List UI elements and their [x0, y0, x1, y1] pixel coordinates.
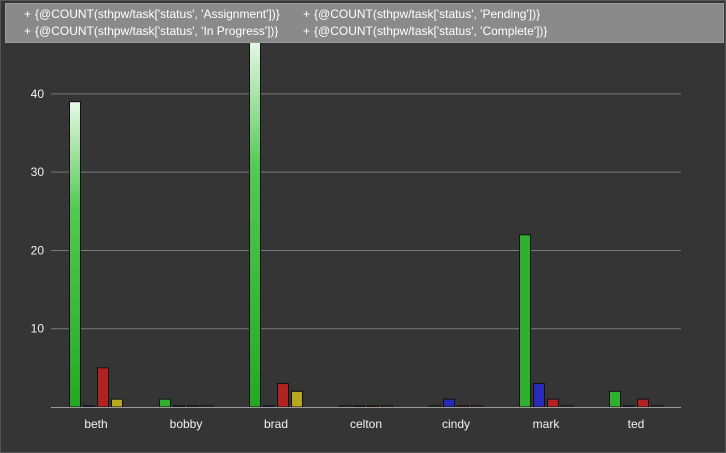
grid-layer — [51, 93, 681, 330]
bar-mark-s3 — [561, 405, 573, 408]
legend-label-in-progress: {@COUNT(sthpw/task['status', 'In Progres… — [35, 24, 279, 38]
bar-bobby-s3 — [201, 405, 213, 408]
legend-item-complete[interactable]: + {@COUNT(sthpw/task['status', 'Complete'… — [303, 24, 547, 38]
bar-cindy-s0 — [429, 405, 441, 408]
axis-layer: 10 20 30 40 beth bobby brad celton cindy mark ted — [31, 87, 681, 431]
bar-ted-s3 — [651, 405, 663, 408]
bar-ted-s0 — [609, 390, 621, 408]
legend-item-in-progress[interactable]: + {@COUNT(sthpw/task['status', 'In Progre… — [24, 24, 278, 38]
y-tick-label: 20 — [31, 243, 45, 257]
legend-label-complete: {@COUNT(sthpw/task['status', 'Complete']… — [314, 24, 548, 38]
legend-plus-icon: + — [24, 24, 32, 38]
legend-item-pending[interactable]: + {@COUNT(sthpw/task['status', 'Pending']… — [303, 7, 540, 21]
bar-brad-s2 — [277, 383, 289, 408]
legend-label-assignment: {@COUNT(sthpw/task['status', 'Assignment… — [35, 7, 280, 21]
x-tick-label: ted — [628, 417, 645, 431]
bar-beth-s2 — [97, 367, 109, 408]
x-tick-label: celton — [350, 417, 382, 431]
bar-mark-s2 — [547, 398, 559, 408]
bar-beth-s1 — [83, 405, 95, 408]
bar-bobby-s1 — [173, 405, 185, 408]
bar-bobby-s2 — [187, 405, 199, 408]
bar-beth-s0 — [69, 101, 81, 408]
x-tick-label: mark — [533, 417, 561, 431]
y-tick-label: 30 — [31, 165, 45, 179]
legend-plus-icon: + — [303, 24, 311, 38]
bar-mark-s0 — [519, 234, 531, 408]
bar-brad-s0 — [249, 38, 261, 408]
legend-plus-icon: + — [24, 7, 32, 21]
x-tick-label: bobby — [170, 417, 203, 431]
bar-cindy-s3 — [471, 405, 483, 408]
legend-item-assignment[interactable]: + {@COUNT(sthpw/task['status', 'Assignmen… — [24, 7, 280, 21]
x-tick-label: brad — [264, 417, 288, 431]
bar-beth-s3 — [111, 398, 123, 408]
bar-mark-s1 — [533, 383, 545, 408]
bar-bobby-s0 — [159, 398, 171, 408]
bar-cindy-s2 — [457, 405, 469, 408]
bar-celton-s3 — [381, 405, 393, 408]
bar-cindy-s1 — [443, 398, 455, 408]
bar-celton-s0 — [339, 405, 351, 408]
x-tick-label: cindy — [442, 417, 470, 431]
bar-ted-s1 — [623, 405, 635, 408]
bar-brad-s1 — [263, 405, 275, 408]
bar-celton-s2 — [367, 405, 379, 408]
bar-ted-s2 — [637, 398, 649, 408]
bar-celton-s1 — [353, 405, 365, 408]
y-tick-label: 10 — [31, 322, 45, 336]
x-tick-label: beth — [84, 417, 107, 431]
legend: + {@COUNT(sthpw/task['status', 'Assignmen… — [5, 3, 724, 43]
bar-brad-s3 — [291, 390, 303, 408]
legend-label-pending: {@COUNT(sthpw/task['status', 'Pending'])… — [314, 7, 541, 21]
legend-plus-icon: + — [303, 7, 311, 21]
y-tick-label: 40 — [31, 87, 45, 101]
